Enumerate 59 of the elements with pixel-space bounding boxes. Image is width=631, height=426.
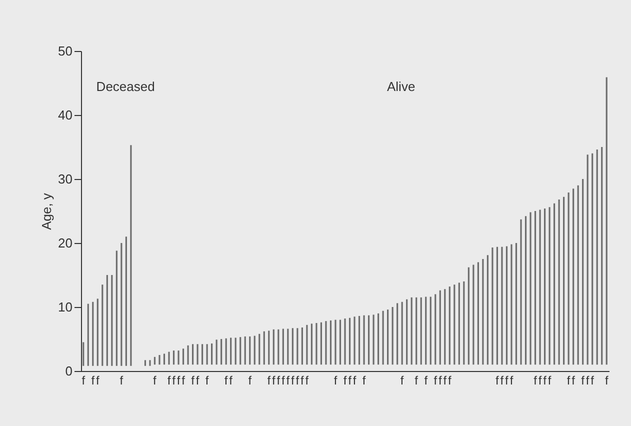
x-tick-label: f [172,374,176,388]
x-tick-label: f [400,374,404,388]
x-tick-label: f [276,374,281,388]
x-tick-label: f [120,374,124,388]
x-tick-label: f [424,374,428,388]
annotation: Deceased [96,79,155,94]
annotation: Alive [387,79,416,94]
x-tick-label: f [362,374,366,388]
y-tick-label: 10 [58,300,72,314]
x-tick-label: f [248,374,252,388]
y-tick-label: 30 [58,172,72,186]
x-tick-label: f [586,374,590,388]
x-tick-label: f [82,374,86,388]
x-tick-label: f [291,374,296,388]
x-tick-label: f [566,374,571,388]
x-tick-label: f [448,374,452,388]
x-tick-label: f [224,374,228,388]
x-tick-label: f [196,374,200,388]
x-tick-label: f [229,374,234,388]
x-tick-label: f [296,374,300,388]
x-tick-label: f [305,374,310,388]
x-tick-label: f [182,374,186,388]
x-tick-label: f [272,374,276,388]
x-tick-label: f [434,374,438,388]
x-tick-label: f [590,374,595,388]
x-tick-label: f [334,374,338,388]
x-tick-label: f [443,374,448,388]
x-tick-label: f [534,374,538,388]
x-tick-label: f [205,374,210,388]
x-tick-label: f [543,374,548,388]
x-tick-label: f [352,374,357,388]
y-tick-label: 20 [58,236,72,250]
x-tick-label: f [267,374,272,388]
x-tick-label: f [96,374,100,388]
x-tick-label: f [167,374,172,388]
x-tick-label: f [505,374,510,388]
x-tick-label: f [572,374,576,388]
x-tick-label: f [438,374,442,388]
x-tick-label: f [500,374,504,388]
x-tick-label: f [496,374,500,388]
x-tick-label: f [548,374,552,388]
y-axis-title: Age, y [39,192,54,230]
x-tick-label: f [414,374,419,388]
x-tick-label: f [91,374,96,388]
y-tick-label: 40 [58,108,72,122]
y-tick-label: 50 [58,44,72,58]
x-tick-label: f [153,374,158,388]
x-tick-label: f [348,374,352,388]
x-tick-label: f [343,374,348,388]
x-tick-label: f [510,374,514,388]
x-tick-label: f [191,374,196,388]
y-tick-label: 0 [65,364,72,378]
x-tick-label: f [300,374,305,388]
x-tick-label: f [581,374,586,388]
x-tick-label: f [538,374,542,388]
x-tick-label: f [286,374,290,388]
x-tick-label: f [281,374,286,388]
x-tick-label: f [176,374,181,388]
x-tick-label: f [604,374,609,388]
